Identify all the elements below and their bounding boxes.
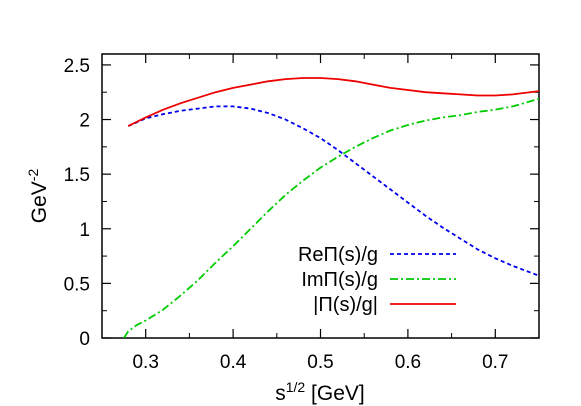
legend: ReΠ(s)/g ImΠ(s)/g |Π(s)/g|	[298, 244, 456, 316]
legend-label-1: ReΠ(s)/g	[298, 244, 378, 266]
series-line-2	[123, 97, 539, 338]
x-axis-label-rest: [GeV]	[305, 382, 365, 405]
series-line-1	[127, 105, 539, 277]
series-group	[123, 77, 539, 338]
x-axis-label-base: s	[275, 382, 286, 405]
x-tick-label: 0.6	[395, 352, 421, 373]
y-tick-label: 2.5	[64, 56, 90, 77]
x-axis: 0.3 0.4 0.5 0.6 0.7	[101, 54, 540, 373]
y-tick-label: 1.5	[64, 165, 90, 186]
y-tick-label: 0.5	[64, 274, 90, 295]
x-axis-label: s1/2 [GeV]	[275, 379, 365, 405]
y-axis-label: GeV-2	[25, 169, 51, 224]
x-tick-label: 0.5	[307, 352, 333, 373]
x-tick-label: 0.7	[482, 352, 508, 373]
y-axis-label-base: GeV	[28, 181, 51, 223]
x-axis-label-sup: 1/2	[286, 379, 306, 395]
y-tick-label: 2	[79, 111, 90, 132]
x-tick-label: 0.4	[220, 352, 247, 373]
x-tick-label: 0.3	[132, 352, 158, 373]
y-tick-label: 0	[79, 329, 90, 350]
y-axis: 0 0.5 1 1.5 2 2.5	[64, 56, 539, 350]
legend-label-3: |Π(s)/g|	[313, 294, 378, 316]
series-line-3	[127, 77, 539, 127]
y-axis-label-sup: -2	[25, 169, 41, 182]
y-tick-label: 1	[79, 220, 90, 241]
legend-label-2: ImΠ(s)/g	[301, 269, 378, 291]
